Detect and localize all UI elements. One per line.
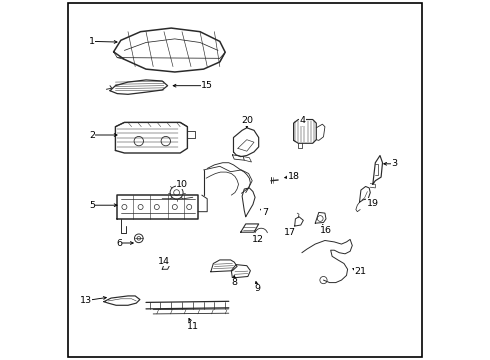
Text: 3: 3 xyxy=(392,159,397,168)
Text: 13: 13 xyxy=(80,296,92,305)
Text: 5: 5 xyxy=(89,201,95,210)
Text: 8: 8 xyxy=(231,278,237,287)
Text: 21: 21 xyxy=(354,267,366,276)
Text: 7: 7 xyxy=(262,208,268,217)
Text: 11: 11 xyxy=(187,323,199,331)
Text: 14: 14 xyxy=(158,256,170,265)
Text: 4: 4 xyxy=(299,116,306,125)
Text: 16: 16 xyxy=(320,226,332,235)
Text: 9: 9 xyxy=(255,284,261,293)
Text: 20: 20 xyxy=(241,116,253,125)
Text: 17: 17 xyxy=(284,228,296,237)
Text: 2: 2 xyxy=(89,130,95,139)
Text: 10: 10 xyxy=(176,180,188,189)
Text: 6: 6 xyxy=(116,238,122,248)
Text: 1: 1 xyxy=(89,37,95,46)
Text: 19: 19 xyxy=(367,199,379,208)
Text: 18: 18 xyxy=(288,172,299,181)
Text: 12: 12 xyxy=(251,235,264,244)
Text: 15: 15 xyxy=(201,81,213,90)
